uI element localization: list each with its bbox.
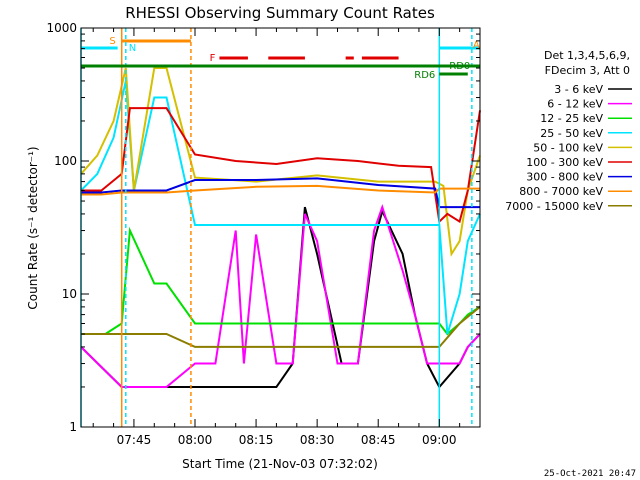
night-flag-label: N <box>129 43 136 54</box>
legend-label-800-7000-kev: 800 - 7000 keV <box>519 185 603 198</box>
saa-flag-label: S <box>109 36 115 47</box>
x-tick-label: 08:00 <box>178 433 213 447</box>
legend-label-12-25-kev: 12 - 25 keV <box>540 112 603 125</box>
generation-timestamp: 25-Oct-2021 20:47 <box>544 469 636 479</box>
legend-label-6-12-kev: 6 - 12 keV <box>547 98 603 111</box>
legend-header-line-2: FDecim 3, Att 0 <box>545 64 630 77</box>
x-tick-label: 08:30 <box>300 433 335 447</box>
chart-title: RHESSI Observing Summary Count Rates <box>125 4 435 22</box>
x-tick-label: 07:45 <box>117 433 152 447</box>
flag-layer: S N F RD0 RD6 A <box>80 28 480 427</box>
atten-flag-label: A <box>473 40 480 51</box>
legend-label-3-6-kev: 3 - 6 keV <box>554 83 603 96</box>
rd6-flag-label: RD6 <box>414 70 435 81</box>
legend-label-25-50-kev: 25 - 50 keV <box>540 127 603 140</box>
x-tick-label: 09:00 <box>422 433 457 447</box>
x-tick-label: 08:15 <box>239 433 274 447</box>
y-tick-label: 1 <box>69 420 77 434</box>
x-tick-label: 08:45 <box>361 433 396 447</box>
series-line-25-50-kev <box>80 80 481 335</box>
legend-label-50-100-kev: 50 - 100 keV <box>533 141 603 154</box>
legend-header-line-1: Det 1,3,4,5,6,9, <box>544 49 630 62</box>
x-axis-label: Start Time (21-Nov-03 07:32:02) <box>182 457 378 471</box>
y-tick-label: 100 <box>54 154 77 168</box>
axes-layer: 1 10 100 1000 07:45 08:00 08:15 08:30 08:45 09:00 <box>46 21 481 447</box>
legend-label-7000-15000-kev: 7000 - 15000 keV <box>505 200 603 213</box>
legend-label-100-300-kev: 100 - 300 keV <box>526 156 603 169</box>
plot-frame <box>80 27 481 428</box>
series-line-100-300-kev <box>81 107 481 224</box>
rd0-flag-label: RD0 <box>449 61 470 72</box>
y-tick-label: 1000 <box>46 21 77 35</box>
legend-label-300-800-kev: 300 - 800 keV <box>526 171 603 184</box>
flare-flag-label: F <box>210 53 216 64</box>
legend: Det 1,3,4,5,6,9, FDecim 3, Att 0 3 - 6 k… <box>505 49 632 213</box>
y-axis-label: Count Rate (s⁻¹ detector⁻¹) <box>26 146 40 309</box>
y-tick-label: 10 <box>62 287 77 301</box>
